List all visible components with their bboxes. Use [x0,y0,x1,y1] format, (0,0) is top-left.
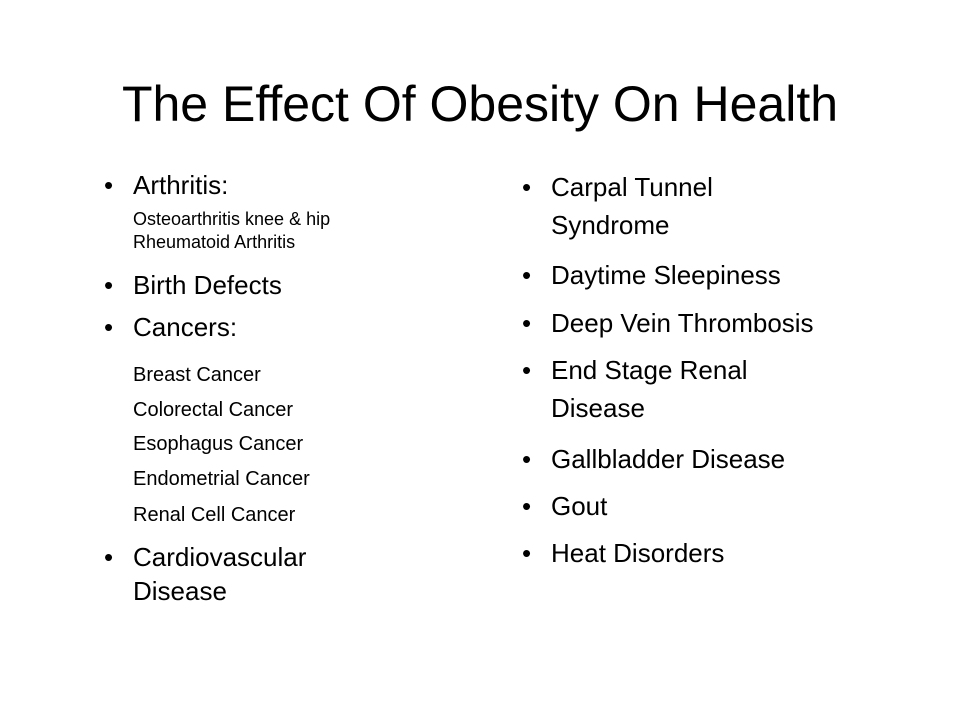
list-item: Arthritis: [104,166,228,204]
sub-item: Colorectal Cancer [133,399,294,421]
list-item: Gout [522,487,608,525]
list-item: End Stage Renal Disease [522,351,811,427]
list-item: Cardiovascular Disease [104,540,363,608]
slide-title: The Effect Of Obesity On Health [121,76,839,132]
sub-item: Endometrial Cancer [133,468,310,490]
list-item: Deep Vein Thrombosis [522,304,814,342]
list-item: Cancers: [104,308,237,346]
sub-item: Osteoarthritis knee & hip [133,209,331,229]
sub-item: Breast Cancer [133,364,261,386]
list-item: Gallbladder Disease [522,440,785,478]
sub-item: Renal Cell Cancer [133,504,296,526]
sub-item: Esophagus Cancer [133,433,304,455]
list-item: Carpal Tunnel Syndrome [522,168,751,244]
list-item: Heat Disorders [522,534,724,572]
list-item: Daytime Sleepiness [522,256,781,294]
sub-item: Rheumatoid Arthritis [133,232,296,252]
list-item: Birth Defects [104,266,282,304]
